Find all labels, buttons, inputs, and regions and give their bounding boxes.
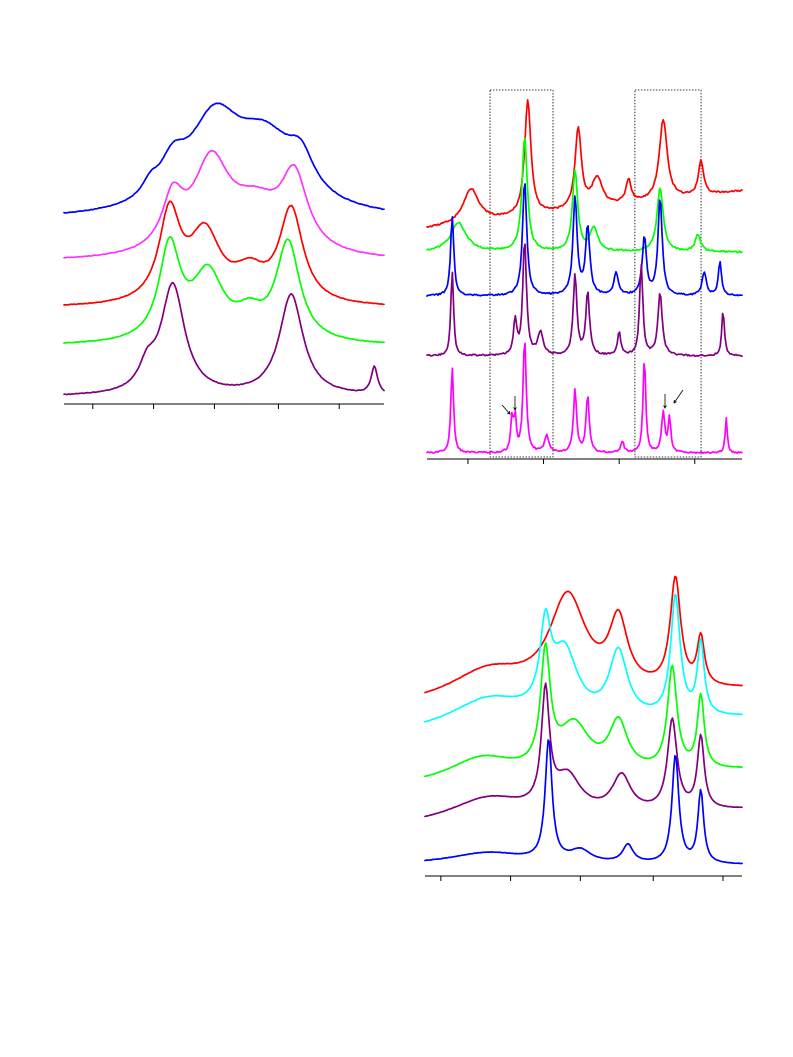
series-line <box>426 243 743 357</box>
peak-arrow-head <box>507 411 511 415</box>
series-line <box>424 593 743 723</box>
series-line <box>424 682 743 818</box>
series-line <box>426 99 743 229</box>
chart-panel-bottom-right <box>424 575 743 881</box>
peak-arrow-annotation <box>501 404 511 415</box>
chart-panel-top-right <box>426 89 743 464</box>
series-line <box>426 137 743 254</box>
series-line <box>424 641 743 778</box>
peak-arrow-annotation <box>673 389 684 404</box>
peak-arrow-head <box>673 399 677 404</box>
series-line <box>424 739 743 865</box>
peak-arrow-head <box>663 405 667 409</box>
series-line <box>424 575 743 694</box>
series-line <box>63 102 385 214</box>
highlight-region-box <box>634 89 702 458</box>
series-line <box>63 281 385 396</box>
chart-panel-top-left <box>63 102 385 409</box>
series-line <box>63 200 385 306</box>
series-line <box>426 342 743 455</box>
series-line <box>63 236 385 345</box>
series-line <box>63 149 385 259</box>
series-line <box>426 183 743 297</box>
peak-arrow-head <box>513 407 517 411</box>
highlight-region-box <box>489 89 554 458</box>
